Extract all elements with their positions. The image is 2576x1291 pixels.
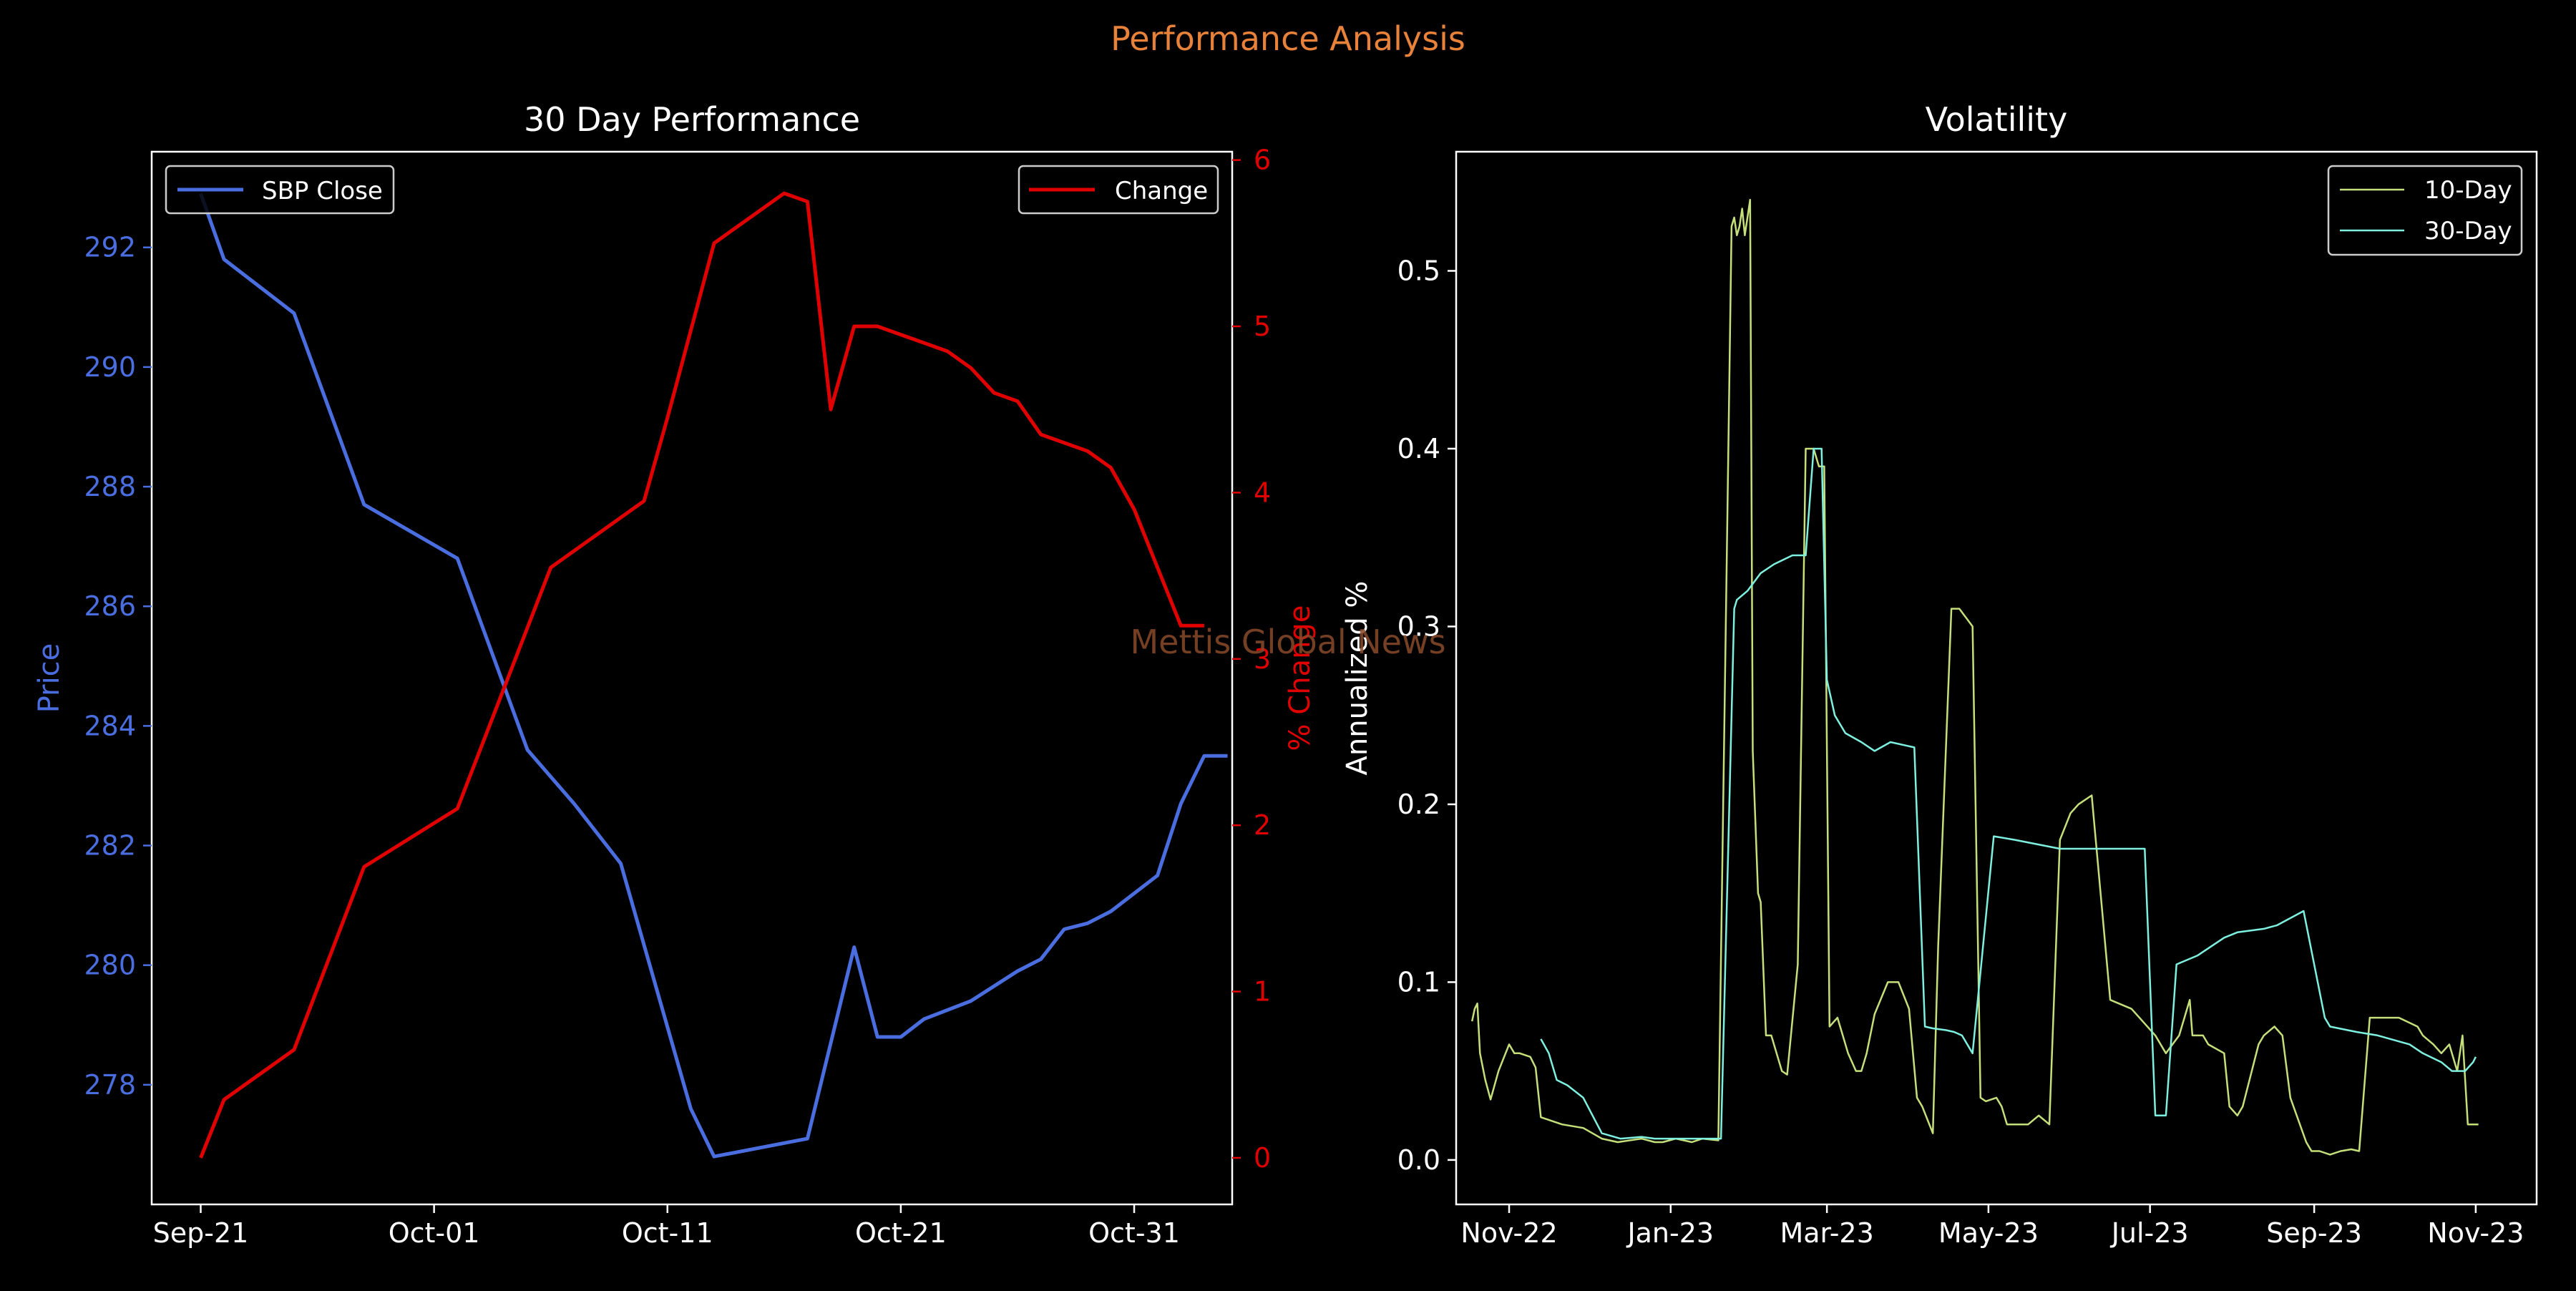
y-left-tick-label: 286 [84, 590, 136, 622]
legend-right [1018, 165, 1219, 215]
y-right-tick-label: 2 [1254, 809, 1271, 841]
y-left-tick-label: 284 [84, 710, 136, 741]
y-tick-label: 0.2 [1397, 789, 1440, 820]
x-tick-label: Sep-21 [153, 1217, 249, 1249]
series-line-sbp-close [199, 193, 1228, 1159]
y-tick-label: 0.5 [1397, 255, 1440, 286]
legend-label-change: Change [1115, 177, 1208, 205]
chart-30-day-performance: 30 Day Performance Sep-21 Oct-01 Oct-11 Oct-… [33, 100, 1317, 1249]
series-line-30-day [1540, 447, 2477, 1140]
x-tick-label: Oct-21 [855, 1217, 947, 1249]
y-left-axis-label: Price [33, 643, 66, 713]
figure-suptitle: Performance Analysis [1111, 19, 1465, 58]
x-tick-label: Jan-23 [1626, 1217, 1714, 1249]
y-right-axis-label: % Change [1284, 605, 1317, 751]
y-right-tick-label: 1 [1254, 976, 1271, 1008]
y-right-tick-label: 3 [1254, 643, 1271, 675]
x-tick-label: Oct-01 [389, 1217, 480, 1249]
y-tick-label: 0.1 [1397, 966, 1440, 998]
chart-title: 30 Day Performance [524, 100, 860, 139]
y-right-tick-label: 0 [1254, 1142, 1271, 1174]
y-tick-label: 0.3 [1397, 610, 1440, 642]
legend-label-sbp-close: SBP Close [262, 177, 383, 205]
y-right-tick-label: 5 [1254, 311, 1271, 342]
x-tick-label: Nov-23 [2427, 1217, 2524, 1249]
y-tick-label: 0.4 [1397, 433, 1440, 464]
x-tick-label: Nov-22 [1460, 1217, 1557, 1249]
plot-frame [150, 150, 1234, 1206]
y-left-tick-label: 288 [84, 471, 136, 502]
y-tick-label: 0.0 [1397, 1144, 1440, 1176]
y-axis-label: Annualized % [1341, 581, 1374, 776]
chart-title: Volatility [1926, 100, 2068, 139]
x-tick-label: Sep-23 [2266, 1217, 2362, 1249]
y-left-tick-label: 290 [84, 351, 136, 383]
y-left-tick-label: 292 [84, 232, 136, 263]
x-tick-label: Oct-31 [1088, 1217, 1180, 1249]
y-left-tick-label: 282 [84, 830, 136, 862]
x-tick-label: Oct-11 [622, 1217, 713, 1249]
y-right-tick-label: 6 [1254, 145, 1271, 176]
x-tick-label: May-23 [1938, 1217, 2039, 1249]
y-left-tick-label: 280 [84, 950, 136, 981]
series-line-change [199, 191, 1204, 1159]
x-tick-label: Jul-23 [2110, 1217, 2189, 1249]
chart-volatility: Volatility Nov-22 Jan-23 Mar-23 May-23 Jul-23… [1341, 100, 2538, 1249]
legend-left [165, 165, 395, 215]
legend-label-30-day: 30-Day [2424, 217, 2512, 245]
series-line-10-day [1470, 198, 2479, 1156]
y-right-tick-label: 4 [1254, 477, 1271, 508]
watermark-text: Mettis Global News [1130, 623, 1445, 661]
plot-frame [1455, 150, 2538, 1206]
y-left-tick-label: 278 [84, 1069, 136, 1101]
legend-label-10-day: 10-Day [2424, 176, 2512, 205]
legend [2327, 165, 2523, 256]
x-tick-label: Mar-23 [1780, 1217, 1873, 1249]
